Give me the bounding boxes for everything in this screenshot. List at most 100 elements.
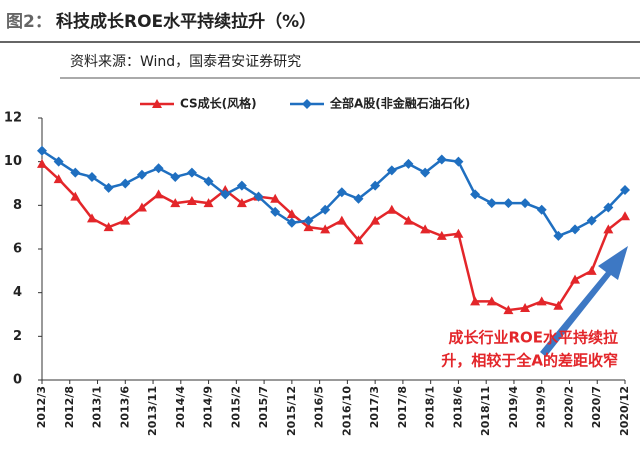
point: [120, 178, 131, 189]
annotation: 成长行业ROE水平持续拉: [448, 329, 618, 347]
point: [370, 215, 381, 225]
y-tick-label: 8: [13, 198, 22, 213]
y-tick-label: 10: [4, 154, 22, 169]
legend-marker: [152, 99, 162, 108]
point: [186, 167, 197, 178]
point: [503, 305, 514, 315]
x-tick-label: 2017/8: [396, 386, 409, 428]
x-tick-label: 2015/12: [285, 386, 298, 436]
point: [586, 265, 597, 275]
point: [603, 224, 614, 234]
point: [120, 215, 131, 225]
point: [436, 230, 447, 240]
trend-arrow: [540, 246, 628, 357]
point: [603, 202, 614, 213]
point: [553, 300, 564, 310]
x-tick-label: 2014/4: [174, 386, 187, 429]
x-tick-label: 2020/12: [618, 386, 631, 436]
point: [153, 163, 164, 174]
point: [536, 296, 547, 306]
point: [453, 228, 464, 238]
point: [70, 167, 81, 178]
point: [620, 211, 630, 221]
point: [236, 180, 247, 191]
y-tick-label: 4: [13, 285, 22, 300]
point: [420, 167, 431, 178]
point: [86, 213, 97, 223]
point: [336, 215, 347, 225]
point: [203, 198, 214, 208]
x-tick-label: 2020/2: [562, 386, 575, 428]
x-tick-label: 2016/10: [340, 386, 353, 436]
point: [520, 302, 531, 312]
point: [86, 171, 97, 182]
point: [253, 191, 264, 202]
point: [520, 198, 531, 209]
x-tick-label: 2013/11: [146, 386, 159, 436]
point: [203, 176, 214, 187]
point: [303, 222, 314, 232]
legend-marker: [302, 99, 312, 109]
point: [70, 191, 81, 201]
x-tick-label: 2018/1: [424, 386, 437, 428]
point: [103, 222, 114, 232]
point: [53, 174, 64, 184]
point: [386, 204, 397, 214]
point: [270, 193, 281, 203]
point: [320, 224, 331, 234]
legend-label: CS成长(风格): [180, 96, 257, 111]
legend-label: 全部A股(非金融石油石化): [329, 96, 470, 111]
y-tick-label: 12: [4, 111, 22, 126]
x-tick-label: 2015/2: [229, 386, 242, 428]
point: [470, 296, 481, 306]
point: [370, 180, 381, 191]
point: [503, 198, 514, 209]
point: [170, 171, 181, 182]
point: [620, 185, 630, 196]
point: [453, 156, 464, 167]
point: [386, 165, 397, 176]
point: [136, 202, 147, 212]
point: [353, 235, 364, 245]
point: [420, 224, 431, 234]
point: [320, 204, 331, 215]
x-tick-label: 2013/1: [91, 386, 104, 428]
x-tick-label: 2013/6: [118, 386, 131, 429]
x-tick-label: 2018/11: [479, 386, 492, 436]
x-tick-label: 2018/6: [451, 386, 464, 429]
source: 资料来源：Wind，国泰君安证券研究: [70, 54, 301, 70]
point: [336, 187, 347, 198]
point: [403, 215, 414, 225]
point: [37, 145, 47, 156]
x-tick-label: 2017/3: [368, 386, 381, 428]
point: [186, 195, 197, 205]
x-tick-label: 2014/9: [202, 386, 215, 428]
x-tick-label: 2015/7: [257, 386, 270, 428]
x-tick-label: 2019/9: [535, 386, 548, 428]
point: [236, 198, 247, 208]
point: [270, 206, 281, 217]
point: [353, 193, 364, 204]
point: [170, 198, 181, 208]
annotation: 升，相较于全A的差距收窄: [441, 352, 618, 370]
y-tick-label: 2: [13, 329, 22, 344]
point: [553, 230, 564, 241]
point: [403, 158, 414, 169]
point: [586, 215, 597, 226]
point: [436, 154, 447, 165]
point: [303, 215, 314, 226]
point: [486, 296, 497, 306]
y-tick-label: 6: [13, 242, 22, 257]
point: [37, 158, 47, 168]
series-line: [41, 162, 626, 312]
point: [136, 169, 147, 180]
x-tick-label: 2016/5: [313, 386, 326, 428]
point: [570, 224, 581, 235]
point: [286, 209, 297, 219]
point: [220, 189, 231, 200]
point: [470, 189, 481, 200]
point: [286, 217, 297, 228]
figure-title: 科技成长ROE水平持续拉升（%）: [56, 11, 316, 32]
point: [153, 189, 164, 199]
